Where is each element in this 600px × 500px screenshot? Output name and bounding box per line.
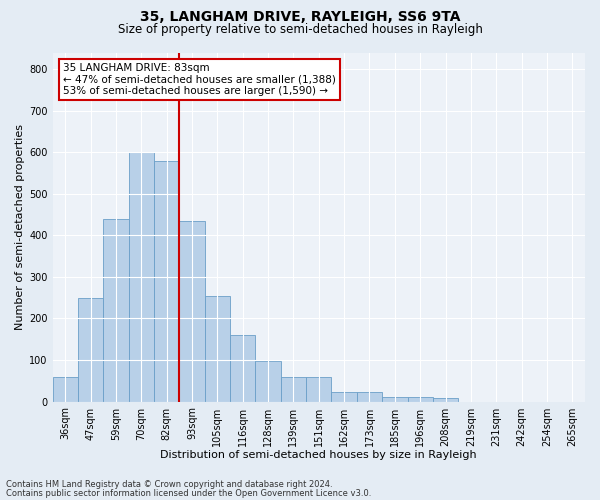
Bar: [256, 361, 281, 402]
Text: Contains HM Land Registry data © Crown copyright and database right 2024.: Contains HM Land Registry data © Crown c…: [6, 480, 332, 489]
Bar: [103, 218, 128, 402]
Text: Contains public sector information licensed under the Open Government Licence v3: Contains public sector information licen…: [6, 488, 371, 498]
Text: 35 LANGHAM DRIVE: 83sqm
← 47% of semi-detached houses are smaller (1,388)
53% of: 35 LANGHAM DRIVE: 83sqm ← 47% of semi-de…: [63, 63, 336, 96]
Bar: [128, 152, 154, 402]
Bar: [433, 398, 458, 402]
Bar: [331, 392, 357, 402]
Bar: [205, 296, 230, 402]
Bar: [382, 396, 407, 402]
Bar: [230, 335, 256, 402]
Bar: [154, 160, 179, 402]
Text: Size of property relative to semi-detached houses in Rayleigh: Size of property relative to semi-detach…: [118, 22, 482, 36]
Text: 35, LANGHAM DRIVE, RAYLEIGH, SS6 9TA: 35, LANGHAM DRIVE, RAYLEIGH, SS6 9TA: [140, 10, 460, 24]
Bar: [281, 376, 306, 402]
Bar: [357, 392, 382, 402]
Bar: [407, 398, 433, 402]
Bar: [179, 221, 205, 402]
Bar: [306, 376, 331, 402]
Bar: [78, 298, 103, 402]
Y-axis label: Number of semi-detached properties: Number of semi-detached properties: [15, 124, 25, 330]
X-axis label: Distribution of semi-detached houses by size in Rayleigh: Distribution of semi-detached houses by …: [160, 450, 477, 460]
Bar: [53, 376, 78, 402]
